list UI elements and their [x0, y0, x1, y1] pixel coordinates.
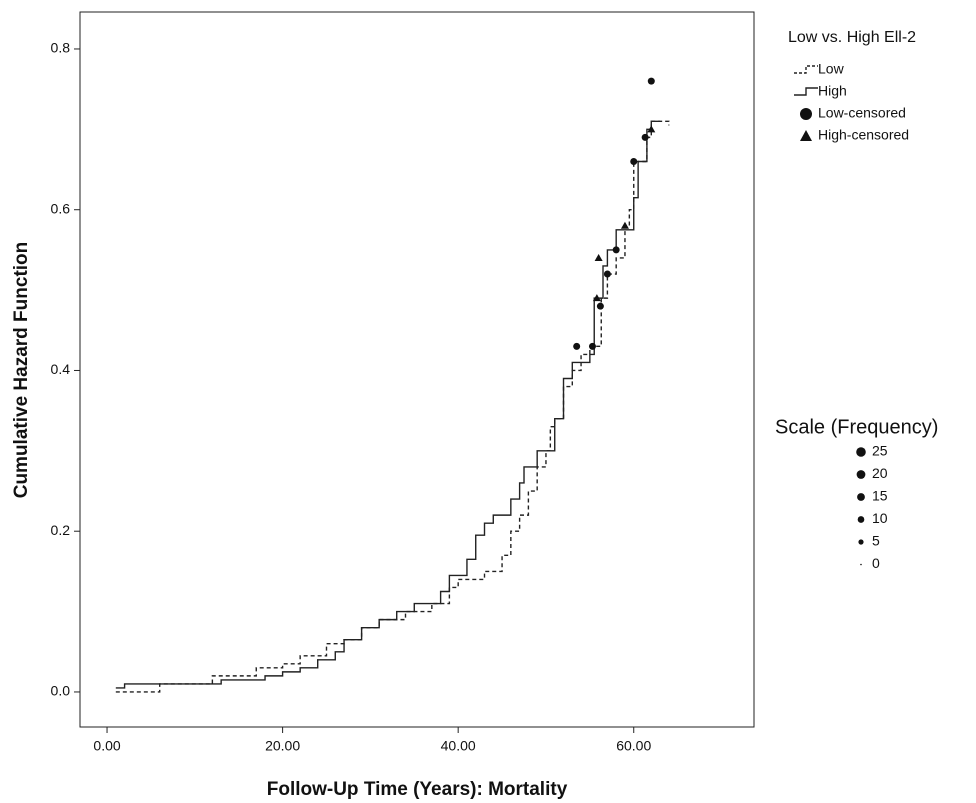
- y-tick-label: 0.6: [51, 200, 71, 216]
- legend-title: Low vs. High Ell-2: [788, 29, 916, 46]
- scale-label: 15: [872, 488, 888, 504]
- legend-label: High: [818, 83, 847, 99]
- y-tick-label: 0.4: [51, 361, 71, 377]
- censored-point: [588, 342, 596, 350]
- scale-label: 10: [872, 510, 888, 526]
- scale-dot: [856, 470, 866, 479]
- scale-dot: [857, 516, 865, 523]
- legend-marker: [800, 130, 812, 141]
- censored-point: [647, 77, 655, 85]
- scale-dot: [857, 493, 865, 501]
- scale-legend-title: Scale (Frequency): [775, 416, 938, 438]
- legend-label: Low: [818, 61, 845, 77]
- y-tick-label: 0.8: [51, 40, 71, 56]
- scale-label: 0: [872, 555, 880, 571]
- scale-label: 20: [872, 465, 888, 481]
- y-axis-title: Cumulative Hazard Function: [11, 242, 32, 499]
- x-tick-label: 60.00: [616, 738, 651, 754]
- x-tick-label: 20.00: [265, 738, 300, 754]
- scale-dot: [858, 539, 864, 545]
- y-tick-label: 0.0: [51, 683, 71, 699]
- legend-marker: [800, 108, 812, 120]
- censored-point: [592, 294, 601, 302]
- step-line: [115, 120, 670, 693]
- censored-point: [573, 342, 581, 350]
- x-axis-title: Follow-Up Time (Years): Mortality: [267, 779, 568, 800]
- censored-point: [612, 246, 620, 254]
- scale-dot: [860, 563, 862, 566]
- step-line: [115, 120, 661, 689]
- plot-frame: [79, 11, 755, 728]
- censored-point: [596, 302, 604, 310]
- censored-point: [603, 270, 611, 278]
- censored-point: [641, 133, 649, 141]
- legend-swatch: [794, 65, 818, 74]
- censored-point: [630, 157, 638, 165]
- censored-point: [594, 253, 603, 261]
- scale-label: 25: [872, 443, 888, 459]
- scale-label: 5: [872, 533, 880, 549]
- censored-point: [647, 125, 656, 133]
- x-tick-label: 40.00: [441, 738, 476, 754]
- legend-swatch: [794, 87, 818, 96]
- legend-label: Low-censored: [818, 105, 906, 121]
- censored-point: [620, 221, 629, 229]
- x-tick-label: 0.00: [93, 738, 120, 754]
- y-tick-label: 0.2: [51, 522, 71, 538]
- legend-label: High-censored: [818, 127, 909, 143]
- scale-dot: [856, 447, 866, 457]
